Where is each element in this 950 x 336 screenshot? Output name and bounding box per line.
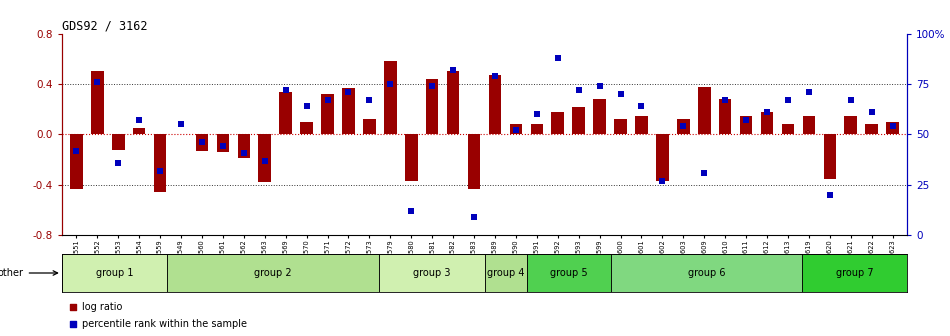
Text: group 4: group 4 <box>487 268 524 278</box>
Point <box>362 97 377 103</box>
Point <box>68 148 84 153</box>
Point <box>822 192 837 198</box>
Bar <box>865 124 878 134</box>
Text: group 1: group 1 <box>96 268 133 278</box>
Bar <box>426 79 439 134</box>
Bar <box>761 112 773 134</box>
Bar <box>91 72 104 134</box>
Point <box>550 55 565 60</box>
Point <box>634 103 649 109</box>
Point <box>216 144 231 149</box>
Bar <box>467 134 481 188</box>
Point <box>132 118 147 123</box>
Point <box>299 103 314 109</box>
Point <box>508 128 523 133</box>
Text: GDS92 / 3162: GDS92 / 3162 <box>62 19 147 33</box>
Bar <box>845 116 857 134</box>
Point <box>571 87 586 93</box>
Bar <box>551 112 564 134</box>
Bar <box>279 92 292 134</box>
Text: other: other <box>0 268 58 278</box>
Point <box>655 178 670 183</box>
Bar <box>70 134 83 188</box>
Bar <box>719 99 732 134</box>
Bar <box>133 128 145 134</box>
Bar <box>488 75 502 134</box>
Bar <box>379 254 484 292</box>
Point <box>257 158 273 163</box>
Point <box>296 84 312 89</box>
Point <box>89 79 104 85</box>
Point <box>341 89 356 95</box>
Point <box>237 150 252 155</box>
Bar <box>573 107 585 134</box>
Bar <box>803 116 815 134</box>
Bar <box>677 119 690 134</box>
Point <box>174 122 189 127</box>
Bar <box>615 119 627 134</box>
Bar <box>446 72 460 134</box>
Bar <box>112 134 124 150</box>
Point <box>466 214 482 220</box>
Text: percentile rank within the sample: percentile rank within the sample <box>82 319 247 329</box>
Point <box>529 112 544 117</box>
Point <box>296 237 312 242</box>
Bar <box>363 119 375 134</box>
Point <box>844 97 859 103</box>
Bar <box>300 122 313 134</box>
Point <box>592 83 607 89</box>
Bar <box>238 134 250 158</box>
Bar <box>484 254 526 292</box>
Bar <box>196 134 208 151</box>
Text: log ratio: log ratio <box>82 302 123 312</box>
Bar <box>342 88 354 134</box>
Point <box>864 110 880 115</box>
Bar <box>636 116 648 134</box>
Point <box>759 110 774 115</box>
Bar <box>509 124 522 134</box>
Point <box>696 170 712 175</box>
Point <box>801 89 816 95</box>
Text: group 3: group 3 <box>413 268 450 278</box>
Point <box>613 91 628 97</box>
Text: group 5: group 5 <box>550 268 588 278</box>
Bar <box>530 124 543 134</box>
Point <box>780 97 795 103</box>
Bar <box>612 254 802 292</box>
Point <box>738 118 753 123</box>
Bar <box>886 122 899 134</box>
Point <box>717 97 732 103</box>
Bar <box>782 124 794 134</box>
Bar <box>154 134 166 192</box>
Bar <box>258 134 271 182</box>
Bar <box>698 87 711 134</box>
Bar <box>594 99 606 134</box>
Bar <box>384 61 396 134</box>
Text: group 6: group 6 <box>688 268 725 278</box>
Bar <box>321 94 333 134</box>
Point <box>675 124 691 129</box>
Point <box>425 83 440 89</box>
Point <box>278 87 294 93</box>
Point <box>195 140 210 145</box>
Text: group 2: group 2 <box>255 268 292 278</box>
Bar <box>217 134 229 152</box>
Point <box>383 81 398 87</box>
Point <box>110 160 125 165</box>
Text: group 7: group 7 <box>836 268 873 278</box>
Point <box>885 124 901 129</box>
Point <box>404 208 419 214</box>
Bar <box>802 254 907 292</box>
Point <box>487 73 503 79</box>
Point <box>446 67 461 73</box>
Point <box>320 97 335 103</box>
Bar <box>405 134 418 181</box>
Bar <box>656 134 669 181</box>
Bar <box>167 254 379 292</box>
Point <box>153 168 168 173</box>
Bar <box>740 116 752 134</box>
Bar <box>62 254 167 292</box>
Bar <box>824 134 836 178</box>
Bar <box>526 254 612 292</box>
